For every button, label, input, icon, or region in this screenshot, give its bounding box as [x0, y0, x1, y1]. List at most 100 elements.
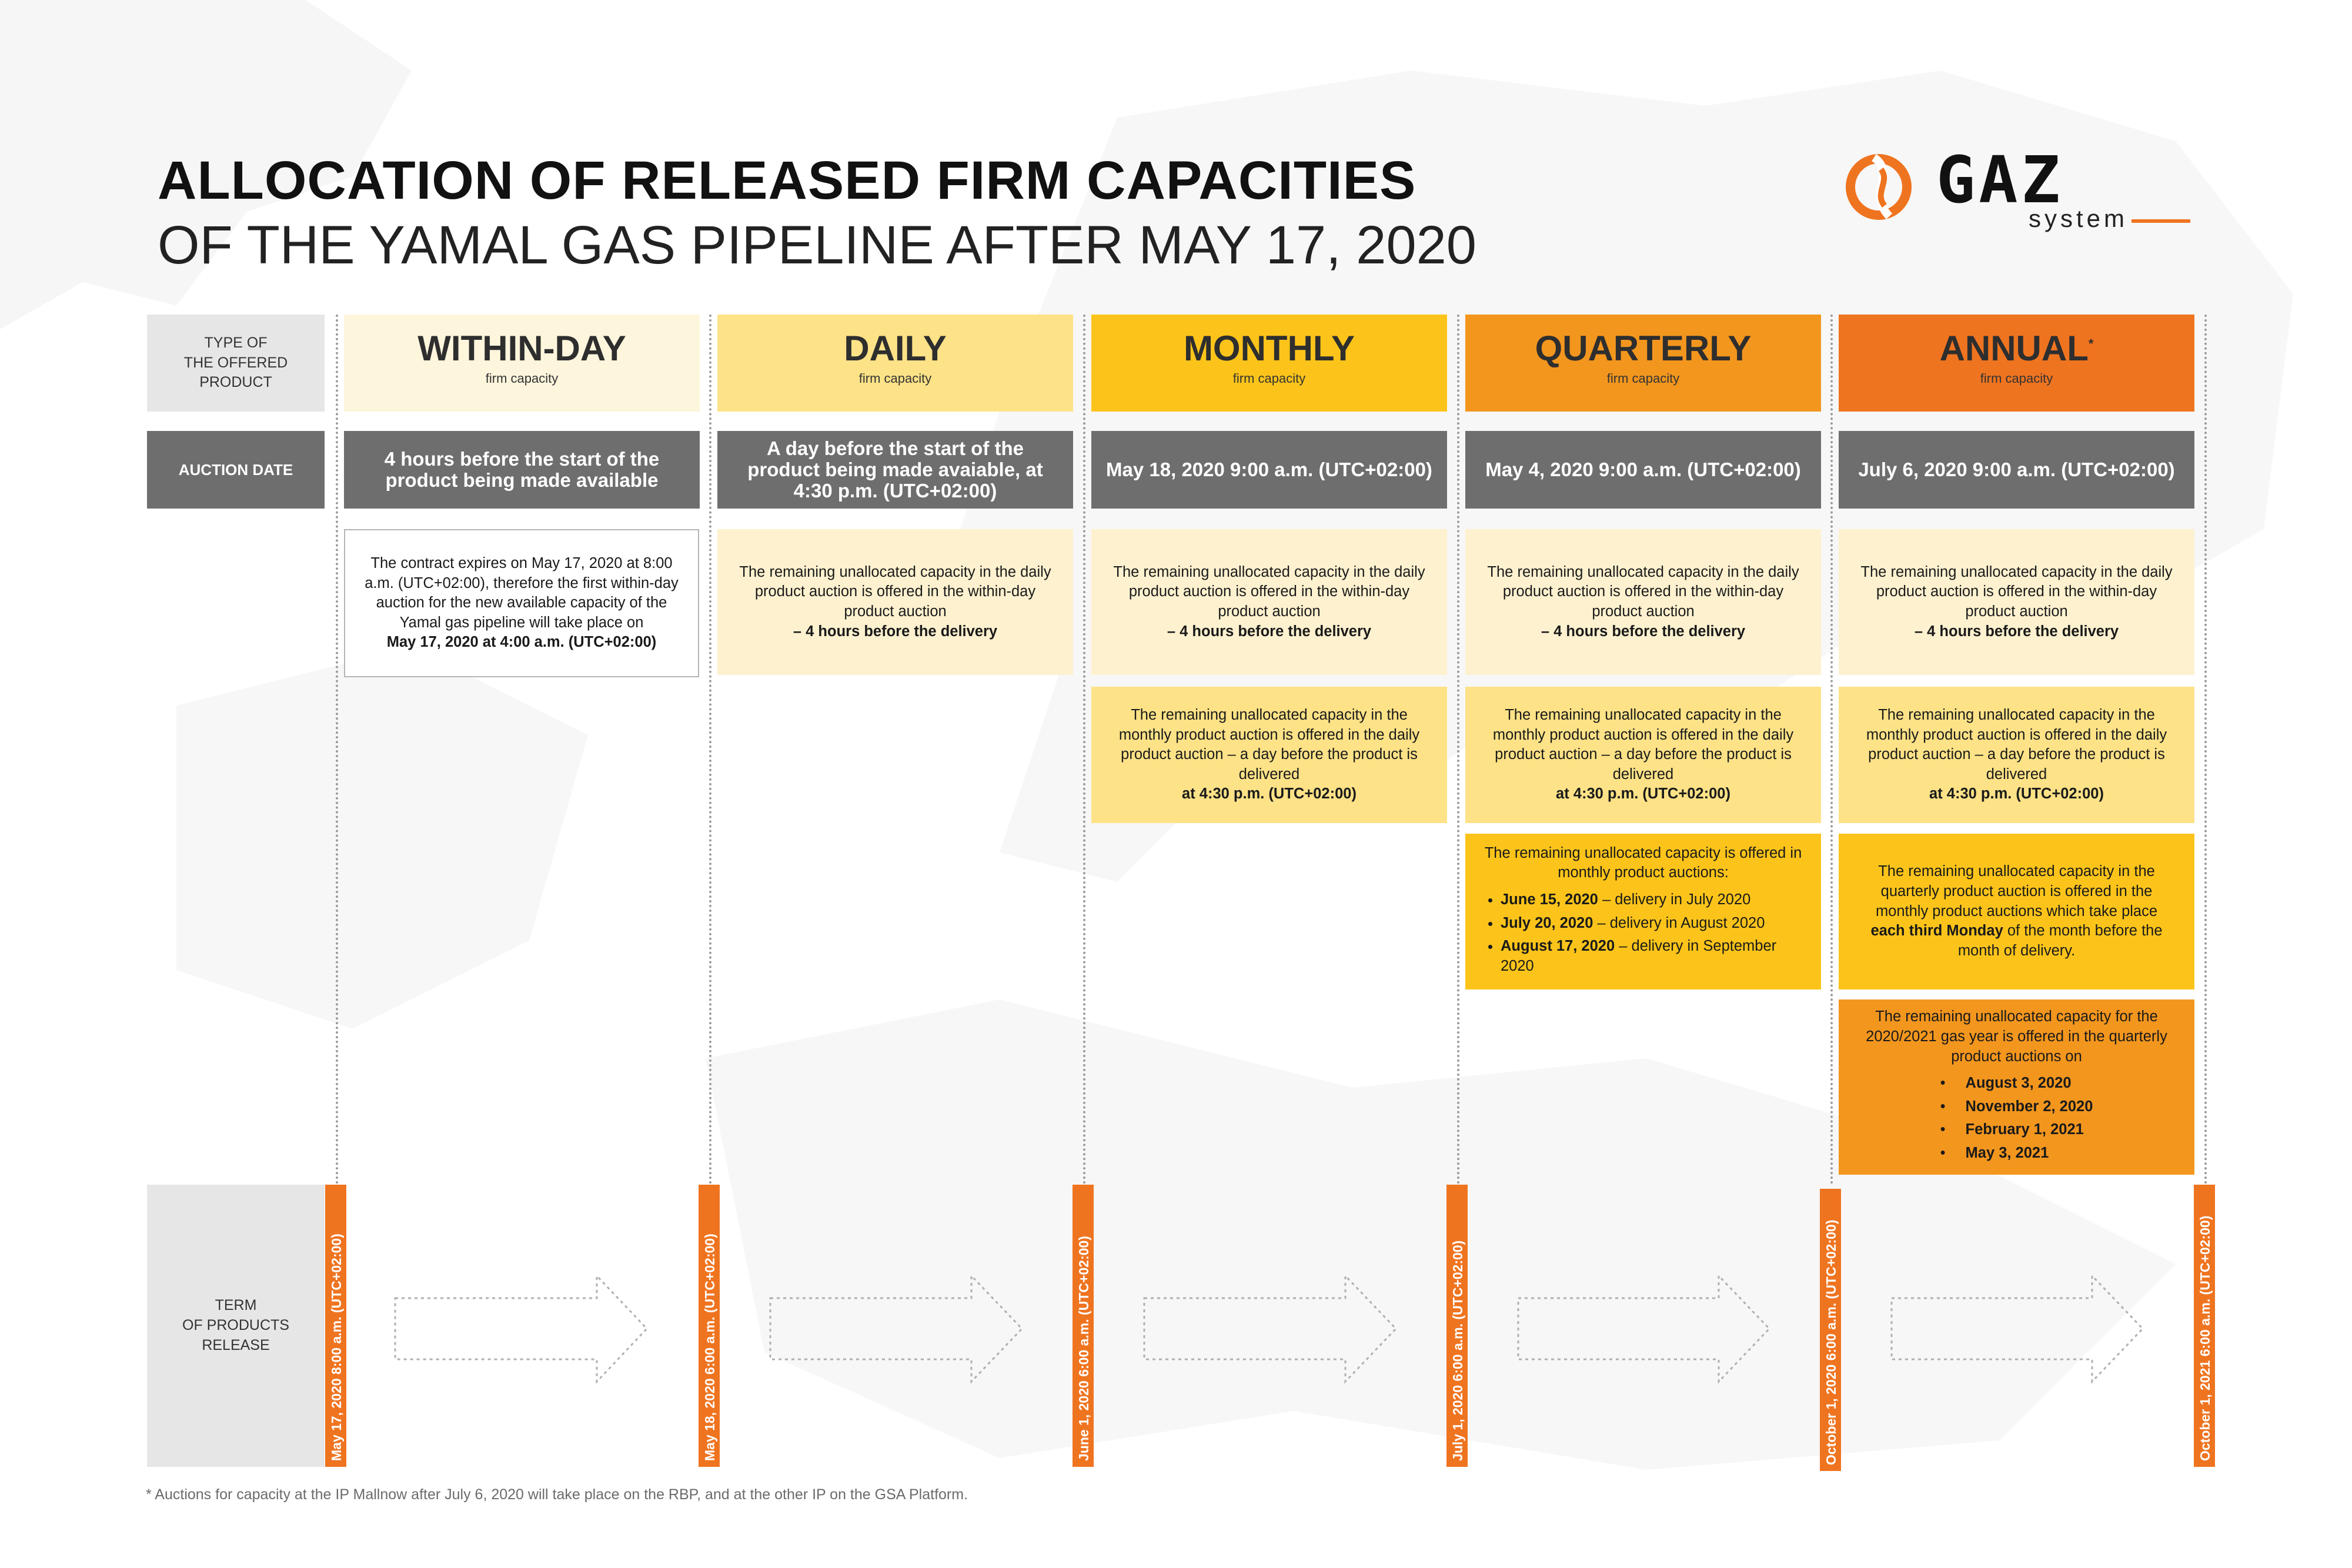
- item-rest: – delivery in July 2020: [1598, 891, 1751, 908]
- header-daily: DAILY firm capacity: [717, 315, 1073, 412]
- list-item: August 17, 2020 – delivery in September …: [1501, 937, 1803, 976]
- cell-text: The remaining unallocated capacity in th…: [1492, 706, 1794, 783]
- arrow-right-icon: [1890, 1273, 2144, 1384]
- header-annual: ANNUAL* firm capacity: [1839, 315, 2194, 412]
- auction-date-quarterly: May 4, 2020 9:00 a.m. (UTC+02:00): [1465, 431, 1821, 509]
- cell-bold: – 4 hours before the delivery: [793, 623, 998, 640]
- cell-daily-within: The remaining unallocated capacity in th…: [717, 529, 1073, 675]
- column-separator: [336, 315, 338, 1185]
- header-quarterly: QUARTERLY firm capacity: [1465, 315, 1821, 412]
- product-subtitle: firm capacity: [858, 371, 932, 386]
- logo-underline: [2132, 219, 2190, 223]
- list-item: August 3, 2020: [1940, 1074, 2093, 1094]
- list-item: July 20, 2020 – delivery in August 2020: [1501, 914, 1803, 934]
- arrow-right-icon: [769, 1273, 1024, 1384]
- item-date: July 20, 2020: [1501, 914, 1593, 931]
- title-line-2: OF THE YAMAL GAS PIPELINE AFTER MAY 17, …: [158, 215, 1476, 275]
- release-date-bar: July 1, 2020 6:00 a.m. (UTC+02:00): [1446, 1185, 1468, 1467]
- list-item: November 2, 2020: [1940, 1097, 2093, 1117]
- item-rest: – delivery in September 2020: [1501, 938, 1777, 974]
- release-arrows: [394, 1273, 2144, 1384]
- column-separator: [1083, 315, 1085, 1185]
- column-separator: [1830, 315, 1833, 1185]
- product-subtitle: firm capacity: [485, 371, 559, 386]
- footnote: * Auctions for capacity at the IP Mallno…: [146, 1486, 968, 1503]
- monthly-auction-list: June 15, 2020 – delivery in July 2020 Ju…: [1483, 887, 1803, 980]
- product-name: ANNUAL*: [1839, 315, 2194, 366]
- arrow-right-icon: [1143, 1273, 1398, 1384]
- note-body: The contract expires on May 17, 2020 at …: [365, 554, 679, 631]
- title-line-1: ALLOCATION OF RELEASED FIRM CAPACITIES: [158, 151, 1416, 210]
- cell-quarterly-monthly: The remaining unallocated capacity is of…: [1465, 834, 1821, 989]
- column-separator: [1457, 315, 1459, 1185]
- release-date-bar: October 1, 2021 6:00 a.m. (UTC+02:00): [2194, 1185, 2215, 1467]
- column-separator: [709, 315, 711, 1185]
- note-bold-date: May 17, 2020 at 4:00 a.m. (UTC+02:00): [386, 634, 657, 651]
- within-day-note: The contract expires on May 17, 2020 at …: [344, 529, 699, 677]
- product-name-text: ANNUAL: [1939, 329, 2089, 368]
- item-date: May 3, 2021: [1965, 1145, 2049, 1162]
- cell-quarterly-daily: The remaining unallocated capacity in th…: [1465, 687, 1821, 823]
- release-date-bar: October 1, 2020 6:00 a.m. (UTC+02:00): [1820, 1189, 1841, 1471]
- quarterly-auction-list: August 3, 2020 November 2, 2020 February…: [1940, 1070, 2093, 1167]
- flame-logo-icon: [1846, 154, 1912, 220]
- cell-text: The remaining unallocated capacity in th…: [1113, 563, 1425, 620]
- cell-monthly-within: The remaining unallocated capacity in th…: [1091, 529, 1447, 675]
- cell-bold: at 4:30 p.m. (UTC+02:00): [1556, 785, 1730, 803]
- cell-quarterly-within: The remaining unallocated capacity in th…: [1465, 529, 1821, 675]
- cell-bold: – 4 hours before the delivery: [1541, 623, 1746, 640]
- list-item: February 1, 2021: [1940, 1120, 2093, 1140]
- cell-annual-within: The remaining unallocated capacity in th…: [1839, 529, 2194, 675]
- product-name: WITHIN-DAY: [417, 329, 626, 368]
- item-rest: – delivery in August 2020: [1593, 914, 1765, 931]
- header-within-day: WITHIN-DAY firm capacity: [344, 315, 700, 412]
- product-subtitle: firm capacity: [1606, 371, 1680, 386]
- cell-bold: – 4 hours before the delivery: [1167, 623, 1372, 640]
- cell-monthly-daily: The remaining unallocated capacity in th…: [1091, 687, 1447, 823]
- product-subtitle: firm capacity: [1232, 371, 1306, 386]
- logo-subword: system: [2029, 205, 2129, 232]
- release-date-bar: May 17, 2020 8:00 a.m. (UTC+02:00): [325, 1185, 346, 1467]
- cell-text: The remaining unallocated capacity in th…: [1875, 863, 2158, 920]
- product-subtitle: firm capacity: [1980, 371, 2053, 386]
- list-item: June 15, 2020 – delivery in July 2020: [1501, 890, 1803, 910]
- auction-date-daily: A day before the start of the product be…: [717, 431, 1073, 509]
- item-date: February 1, 2021: [1965, 1121, 2084, 1138]
- footnote-mark: *: [2088, 336, 2094, 351]
- cell-bold: at 4:30 p.m. (UTC+02:00): [1929, 785, 2104, 803]
- cell-annual-monthly: The remaining unallocated capacity in th…: [1839, 834, 2194, 989]
- item-date: August 17, 2020: [1501, 938, 1615, 955]
- cell-bold: at 4:30 p.m. (UTC+02:00): [1182, 785, 1357, 803]
- cell-tail: of the month before the month of deliver…: [1957, 922, 2163, 959]
- product-name: QUARTERLY: [1535, 329, 1752, 368]
- column-separator: [2204, 315, 2207, 1185]
- cell-text: The remaining unallocated capacity in th…: [1860, 563, 2173, 620]
- cell-annual-daily: The remaining unallocated capacity in th…: [1839, 687, 2194, 823]
- logo-word: GAZ: [1936, 142, 2064, 218]
- cell-text: The remaining unallocated capacity in th…: [1118, 706, 1420, 783]
- cell-text: The remaining unallocated capacity is of…: [1484, 844, 1802, 881]
- row-label-term: TERM OF PRODUCTS RELEASE: [147, 1185, 325, 1467]
- auction-date-annual: July 6, 2020 9:00 a.m. (UTC+02:00): [1839, 431, 2194, 509]
- cell-bold: – 4 hours before the delivery: [1914, 623, 2119, 640]
- item-date: June 15, 2020: [1501, 891, 1598, 908]
- product-name: MONTHLY: [1183, 329, 1355, 368]
- arrow-right-icon: [394, 1273, 649, 1384]
- row-label-type: TYPE OF THE OFFERED PRODUCT: [147, 315, 325, 412]
- arrow-right-icon: [1517, 1273, 1771, 1384]
- header-monthly: MONTHLY firm capacity: [1091, 315, 1447, 412]
- cell-text: The remaining unallocated capacity for t…: [1866, 1008, 2167, 1065]
- list-item: May 3, 2021: [1940, 1144, 2093, 1164]
- cell-bold: each third Monday: [1870, 922, 2003, 940]
- release-date-bar: June 1, 2020 6:00 a.m. (UTC+02:00): [1073, 1185, 1094, 1467]
- auction-date-within-day: 4 hours before the start of the product …: [344, 431, 700, 509]
- item-date: November 2, 2020: [1965, 1098, 2093, 1115]
- gaz-system-logo: GAZ system: [1843, 142, 2196, 234]
- product-name: DAILY: [844, 329, 947, 368]
- row-label-auction: AUCTION DATE: [147, 431, 325, 509]
- auction-date-monthly: May 18, 2020 9:00 a.m. (UTC+02:00): [1091, 431, 1447, 509]
- cell-text: The remaining unallocated capacity in th…: [1866, 706, 2167, 783]
- cell-annual-quarterly: The remaining unallocated capacity for t…: [1839, 999, 2194, 1175]
- note-text: The contract expires on May 17, 2020 at …: [362, 554, 681, 653]
